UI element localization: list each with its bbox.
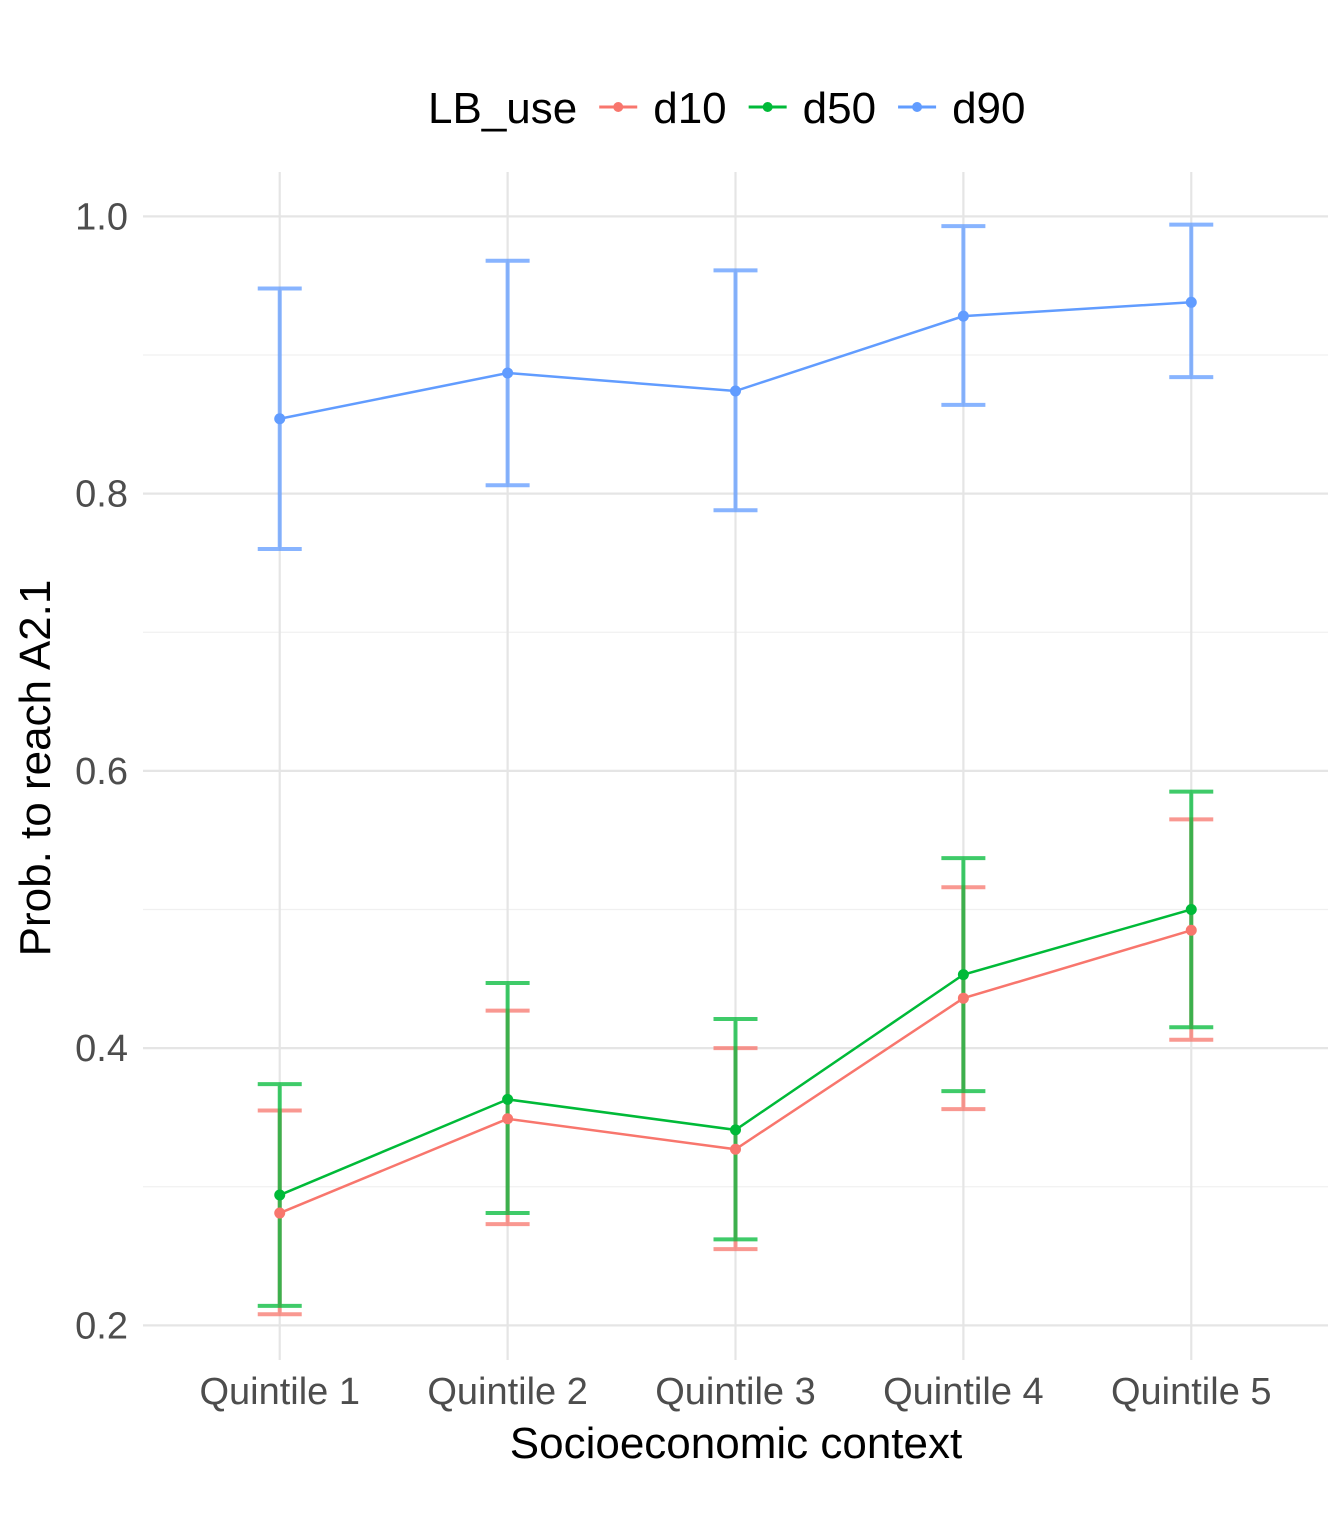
series-points — [274, 296, 1197, 1219]
legend-label-d10: d10 — [653, 84, 726, 133]
legend-key-d90 — [898, 102, 937, 112]
data-point-d10 — [1185, 924, 1197, 936]
y-tick-label: 0.4 — [75, 1028, 128, 1070]
legend-key-d50 — [748, 102, 787, 112]
data-point-d90 — [1185, 296, 1197, 308]
y-tick-label: 0.2 — [75, 1305, 128, 1347]
y-tick-label: 0.6 — [75, 751, 128, 793]
data-point-d50 — [1185, 903, 1197, 915]
y-axis-title: Prob. to reach A2.1 — [11, 580, 60, 957]
data-point-d10 — [730, 1143, 741, 1155]
x-axis-ticks: Quintile 1 Quintile 2 Quintile 3 Quintile 4… — [199, 1371, 1271, 1413]
legend-label-d90: d90 — [952, 84, 1025, 133]
data-point-d90 — [730, 385, 741, 397]
legend-title: LB_use — [428, 84, 577, 133]
y-axis-ticks: 0.2 0.4 0.6 0.8 1.0 — [75, 196, 128, 1347]
legend-key-d10 — [599, 102, 638, 112]
data-point-d50 — [957, 969, 969, 981]
legend-key-point — [762, 102, 773, 112]
x-tick-label: Quintile 4 — [883, 1371, 1044, 1413]
y-tick-label: 0.8 — [75, 474, 128, 516]
data-point-d50 — [502, 1093, 514, 1105]
y-tick-label: 1.0 — [75, 196, 128, 238]
x-tick-label: Quintile 2 — [427, 1371, 588, 1413]
data-point-d90 — [957, 310, 969, 322]
data-point-d10 — [274, 1207, 286, 1219]
x-tick-label: Quintile 3 — [655, 1371, 816, 1413]
legend: LB_use d10 d50 d90 — [428, 84, 1026, 133]
data-point-d50 — [730, 1124, 741, 1136]
data-point-d10 — [957, 992, 969, 1004]
x-axis-title: Socioeconomic context — [510, 1419, 962, 1468]
data-point-d90 — [274, 413, 286, 425]
legend-key-point — [613, 102, 624, 112]
x-tick-label: Quintile 1 — [199, 1371, 360, 1413]
legend-key-point — [912, 102, 923, 112]
data-point-d10 — [502, 1113, 514, 1125]
data-point-d90 — [502, 367, 514, 379]
data-point-d50 — [274, 1189, 286, 1201]
legend-label-d50: d50 — [803, 84, 876, 133]
x-tick-label: Quintile 5 — [1111, 1371, 1272, 1413]
